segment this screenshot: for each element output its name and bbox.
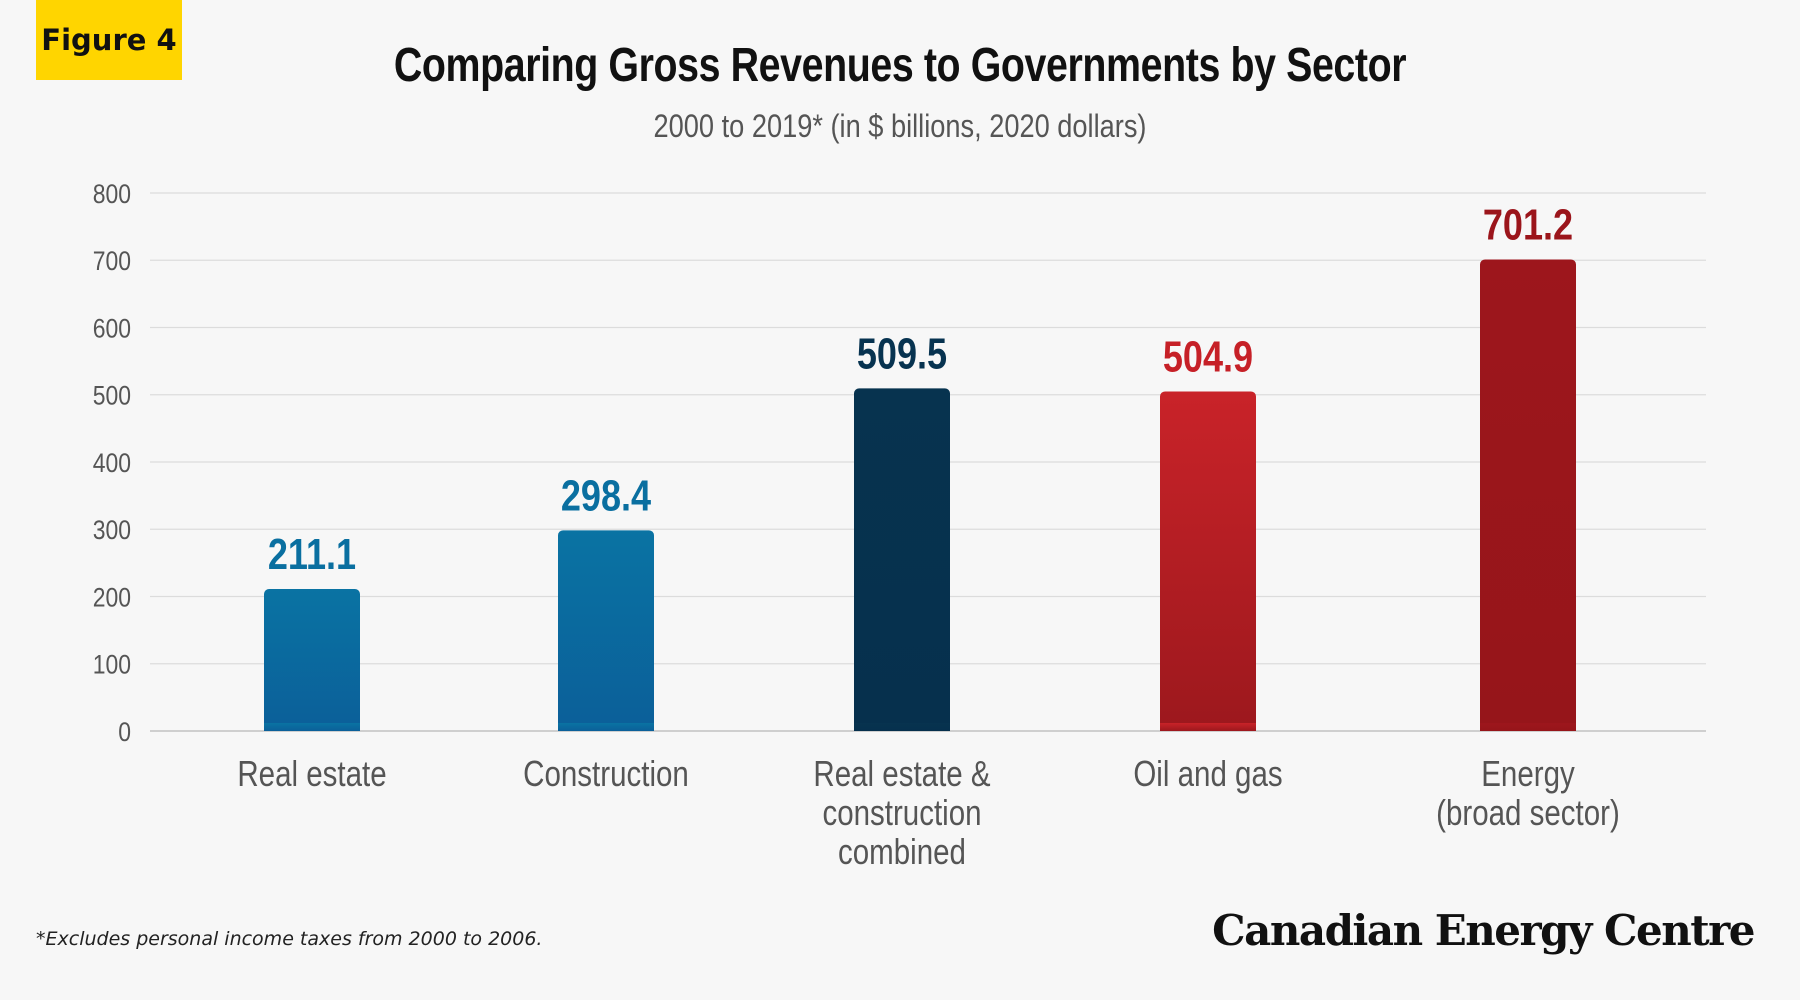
- y-tick-label: 400: [93, 448, 131, 478]
- brand-logo: Canadian Energy Centre: [1212, 906, 1755, 955]
- x-tick-label: Energy: [1481, 753, 1575, 793]
- bar: [1480, 259, 1576, 731]
- chart-subtitle: 2000 to 2019* (in $ billions, 2020 dolla…: [653, 108, 1147, 144]
- x-tick-label: Real estate &: [813, 753, 990, 793]
- data-label: 701.2: [1483, 200, 1573, 249]
- data-label: 504.9: [1163, 332, 1253, 381]
- x-tick-label: Construction: [523, 753, 689, 793]
- x-tick-label: (broad sector): [1436, 792, 1620, 832]
- y-tick-label: 700: [93, 247, 131, 277]
- x-tick-label: Oil and gas: [1133, 753, 1282, 793]
- y-tick-label: 600: [93, 314, 131, 344]
- bar: [1160, 391, 1256, 731]
- footnote: *Excludes personal income taxes from 200…: [36, 928, 543, 950]
- y-tick-label: 800: [93, 179, 131, 209]
- x-tick-label: construction: [822, 792, 981, 832]
- data-label: 211.1: [268, 530, 356, 579]
- x-tick-label: Real estate: [237, 753, 386, 793]
- bar: [854, 388, 950, 731]
- chart-title: Comparing Gross Revenues to Governments …: [393, 39, 1407, 92]
- bar-base: [558, 723, 654, 731]
- data-label: 298.4: [561, 471, 652, 520]
- y-tick-label: 200: [93, 583, 131, 613]
- figure-badge: Figure 4: [36, 0, 182, 80]
- y-tick-label: 0: [118, 717, 131, 747]
- y-tick-label: 300: [93, 516, 131, 546]
- y-tick-label: 100: [93, 650, 131, 680]
- bar-base: [1160, 723, 1256, 731]
- bar: [558, 530, 654, 731]
- y-tick-label: 500: [93, 381, 131, 411]
- data-label: 509.5: [857, 329, 947, 378]
- bar-base: [1480, 723, 1576, 731]
- x-tick-label: combined: [838, 831, 966, 871]
- bar-base: [854, 723, 950, 731]
- bar-base: [264, 723, 360, 731]
- bar: [264, 589, 360, 731]
